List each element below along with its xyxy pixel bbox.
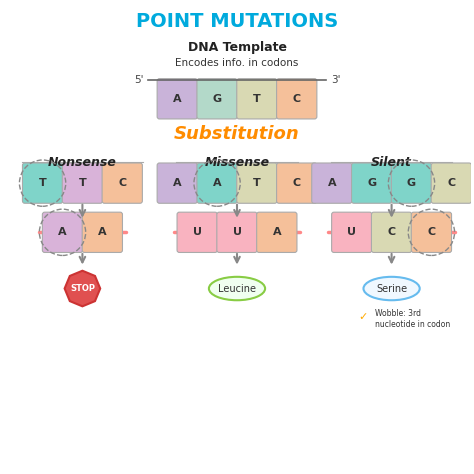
Text: G: G (367, 178, 376, 188)
Text: T: T (39, 178, 46, 188)
Text: POINT MUTATIONS: POINT MUTATIONS (136, 12, 338, 31)
Text: U: U (347, 228, 356, 237)
FancyBboxPatch shape (157, 79, 197, 119)
Text: T: T (253, 178, 261, 188)
FancyBboxPatch shape (62, 163, 102, 203)
FancyBboxPatch shape (237, 163, 277, 203)
Text: C: C (447, 178, 456, 188)
FancyBboxPatch shape (431, 163, 472, 203)
Text: 3': 3' (331, 75, 340, 85)
Text: A: A (58, 228, 67, 237)
Text: C: C (292, 94, 301, 104)
FancyBboxPatch shape (332, 212, 372, 253)
FancyBboxPatch shape (102, 163, 142, 203)
Text: STOP: STOP (70, 284, 95, 293)
Ellipse shape (209, 277, 265, 300)
Ellipse shape (364, 277, 419, 300)
Text: 5': 5' (134, 75, 143, 85)
FancyBboxPatch shape (217, 212, 257, 253)
FancyBboxPatch shape (257, 212, 297, 253)
Text: Nonsense: Nonsense (48, 155, 117, 169)
Text: G: G (407, 178, 416, 188)
Text: Silent: Silent (371, 155, 412, 169)
FancyBboxPatch shape (372, 212, 412, 253)
Text: Missense: Missense (204, 155, 270, 169)
Text: U: U (233, 228, 241, 237)
Text: A: A (213, 178, 221, 188)
Text: C: C (118, 178, 126, 188)
FancyBboxPatch shape (42, 212, 82, 253)
FancyBboxPatch shape (82, 212, 122, 253)
FancyBboxPatch shape (197, 79, 237, 119)
Text: T: T (79, 178, 86, 188)
Text: DNA Template: DNA Template (188, 41, 286, 54)
FancyBboxPatch shape (352, 163, 392, 203)
FancyBboxPatch shape (177, 212, 217, 253)
Text: A: A (328, 178, 336, 188)
Text: C: C (292, 178, 301, 188)
FancyBboxPatch shape (392, 163, 432, 203)
Text: G: G (212, 94, 222, 104)
Text: A: A (173, 94, 182, 104)
Text: C: C (428, 228, 436, 237)
FancyBboxPatch shape (277, 163, 317, 203)
FancyBboxPatch shape (237, 79, 277, 119)
FancyBboxPatch shape (22, 163, 63, 203)
Text: A: A (98, 228, 107, 237)
FancyBboxPatch shape (312, 163, 352, 203)
Text: U: U (193, 228, 201, 237)
Text: T: T (253, 94, 261, 104)
Text: C: C (388, 228, 396, 237)
FancyBboxPatch shape (197, 163, 237, 203)
Text: Wobble: 3rd
nucleotide in codon: Wobble: 3rd nucleotide in codon (375, 309, 450, 328)
Text: A: A (173, 178, 182, 188)
FancyBboxPatch shape (157, 163, 197, 203)
FancyBboxPatch shape (277, 79, 317, 119)
Text: ✓: ✓ (359, 311, 368, 322)
Text: Serine: Serine (376, 283, 407, 293)
FancyBboxPatch shape (411, 212, 452, 253)
Text: A: A (273, 228, 281, 237)
Text: Substitution: Substitution (174, 125, 300, 143)
Text: Encodes info. in codons: Encodes info. in codons (175, 58, 299, 68)
Text: Leucine: Leucine (218, 283, 256, 293)
